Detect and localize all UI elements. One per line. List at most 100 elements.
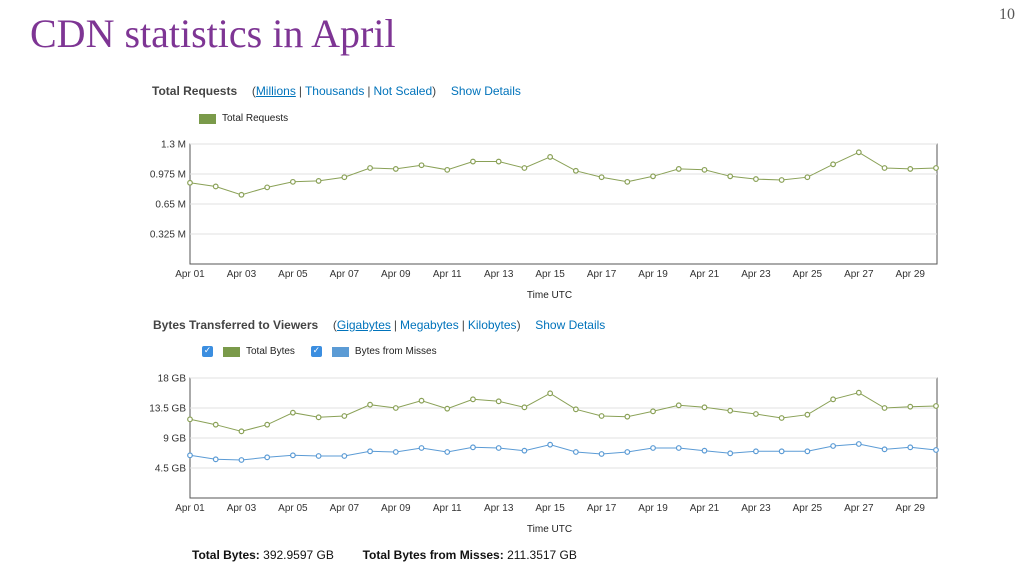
total-bytes-point <box>907 403 914 410</box>
total-requests-point <box>572 167 579 174</box>
bytes-misses-checkbox[interactable]: ✓ <box>310 346 322 357</box>
requests-xtick-label: Apr 09 <box>381 269 411 280</box>
total-requests-point <box>727 173 734 180</box>
total-requests-point <box>470 158 476 165</box>
bytes-close-paren: ) <box>516 318 521 332</box>
total-bytes-point <box>753 411 759 417</box>
total-bytes-point <box>547 390 554 397</box>
total-requests-point <box>341 174 348 181</box>
slide-number: 10 <box>999 6 1015 23</box>
bytes-from-misses-point <box>855 441 862 447</box>
total-bytes-legend-label: Total Bytes <box>246 346 295 357</box>
total-requests-point <box>701 166 708 173</box>
bytes-xtick-label: Apr 25 <box>793 503 823 514</box>
total-requests-line <box>189 151 937 196</box>
requests-open-paren: ( <box>251 84 256 98</box>
total-bytes-point <box>933 403 939 409</box>
unit-not-scaled-link[interactable]: Not Scaled <box>373 84 433 98</box>
bytes-xtick-label: Apr 27 <box>844 503 874 514</box>
total-bytes-point <box>289 409 296 416</box>
requests-ytick-label: 0.975 M <box>150 170 186 181</box>
bytes-from-misses-point <box>212 456 219 463</box>
requests-show-details-link[interactable]: Show Details <box>450 84 521 98</box>
total-bytes-point <box>804 411 811 418</box>
bytes-from-misses-point <box>521 447 528 454</box>
total-requests-point <box>264 184 271 191</box>
totals-footer: Total Bytes: 392.9597 GB Total Bytes fro… <box>192 548 577 562</box>
total-requests-point <box>187 179 193 186</box>
requests-xtick-label: Apr 13 <box>484 269 514 280</box>
total-requests-point <box>624 178 631 185</box>
bytes-from-misses-point <box>367 448 373 455</box>
total-bytes-point <box>418 397 425 404</box>
total-bytes-point <box>341 413 348 419</box>
bytes-from-misses-point <box>753 448 759 455</box>
total-bytes-point <box>392 405 399 411</box>
bytes-ytick-label: 18 GB <box>158 374 187 385</box>
total-requests-point <box>881 165 888 171</box>
bytes-ytick-label: 13.5 GB <box>149 404 186 415</box>
total-requests-point <box>778 177 785 183</box>
unit-gigabytes-link[interactable]: Gigabytes <box>336 318 391 332</box>
total-misses-label: Total Bytes from Misses: <box>362 548 504 562</box>
total-bytes-point <box>830 396 837 403</box>
total-requests-point <box>675 166 682 172</box>
total-bytes-point <box>778 415 785 421</box>
bytes-legend: ✓ Total Bytes ✓ Bytes from Misses <box>202 346 437 357</box>
total-bytes-point <box>264 421 271 428</box>
total-requests-point <box>933 165 939 171</box>
bytes-from-misses-point <box>624 449 631 455</box>
requests-xtick-label: Apr 19 <box>638 269 668 280</box>
total-requests-point <box>212 183 219 190</box>
bytes-ytick-label: 4.5 GB <box>155 464 186 475</box>
total-bytes-point <box>521 404 528 411</box>
bytes-from-misses-point <box>598 451 605 457</box>
bytes-from-misses-point <box>470 444 476 451</box>
total-requests-point <box>650 173 656 180</box>
bytes-xtick-label: Apr 13 <box>484 503 514 514</box>
bytes-from-misses-point <box>238 457 245 463</box>
bytes-from-misses-point <box>933 447 939 453</box>
unit-megabytes-link[interactable]: Megabytes <box>400 318 459 332</box>
total-requests-point <box>444 166 451 173</box>
total-bytes-point <box>315 414 322 421</box>
total-bytes-point <box>212 421 219 428</box>
unit-millions-link[interactable]: Millions <box>255 84 296 98</box>
bytes-from-misses-point <box>547 441 554 448</box>
total-bytes-value: 392.9597 GB <box>263 548 334 562</box>
total-bytes-point <box>444 405 451 412</box>
total-requests-point <box>855 149 862 156</box>
unit-kilobytes-link[interactable]: Kilobytes <box>467 318 517 332</box>
bytes-misses-legend-label: Bytes from Misses <box>354 346 437 357</box>
bytes-from-misses-point <box>392 449 399 455</box>
requests-xtick-label: Apr 01 <box>175 269 205 280</box>
bytes-xtick-label: Apr 23 <box>741 503 771 514</box>
total-bytes-swatch <box>223 346 240 357</box>
total-bytes-point <box>881 405 888 411</box>
total-bytes-point <box>572 406 579 413</box>
bytes-xtick-label: Apr 01 <box>175 503 205 514</box>
bytes-misses-swatch <box>331 346 349 357</box>
bytes-xtick-label: Apr 29 <box>896 503 926 514</box>
bytes-xtick-label: Apr 05 <box>278 503 308 514</box>
bytes-xtick-label: Apr 19 <box>638 503 668 514</box>
bytes-open-paren: ( <box>332 318 337 332</box>
bytes-from-misses-point <box>727 450 734 457</box>
requests-xtick-label: Apr 21 <box>690 269 720 280</box>
total-requests-point <box>598 174 605 181</box>
bytes-show-details-link[interactable]: Show Details <box>535 318 606 332</box>
total-bytes-point <box>624 413 631 420</box>
bytes-from-misses-point <box>289 452 296 459</box>
total-bytes-point <box>727 407 734 414</box>
total-requests-point <box>753 176 759 182</box>
total-requests-point <box>495 158 502 165</box>
requests-legend[interactable]: Total Requests <box>199 113 288 124</box>
unit-thousands-link[interactable]: Thousands <box>304 84 365 98</box>
bytes-label: Bytes Transferred to Viewers <box>153 318 319 332</box>
requests-ytick-label: 1.3 M <box>161 140 186 151</box>
bytes-xtick-label: Apr 21 <box>690 503 720 514</box>
bytes-from-misses-line <box>189 443 937 461</box>
bytes-from-misses-point <box>495 445 502 451</box>
bytes-from-misses-point <box>418 445 425 451</box>
total-bytes-checkbox[interactable]: ✓ <box>202 346 213 357</box>
